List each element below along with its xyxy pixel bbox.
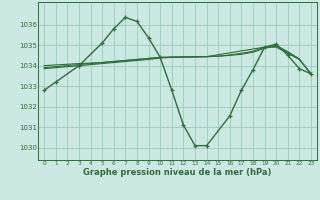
X-axis label: Graphe pression niveau de la mer (hPa): Graphe pression niveau de la mer (hPa) (84, 168, 272, 177)
